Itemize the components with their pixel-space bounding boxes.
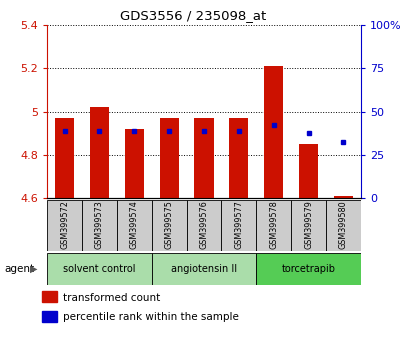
Bar <box>151 253 256 285</box>
Text: ▶: ▶ <box>30 264 37 274</box>
Text: GDS3556 / 235098_at: GDS3556 / 235098_at <box>119 9 265 22</box>
Bar <box>256 200 290 251</box>
Text: GSM399576: GSM399576 <box>199 200 208 249</box>
Bar <box>151 200 186 251</box>
Text: GSM399574: GSM399574 <box>130 200 138 249</box>
Bar <box>298 144 317 198</box>
Text: percentile rank within the sample: percentile rank within the sample <box>63 312 238 322</box>
Text: GSM399572: GSM399572 <box>60 200 69 249</box>
Bar <box>333 196 352 198</box>
Bar <box>55 118 74 198</box>
Bar <box>42 311 56 322</box>
Bar <box>194 118 213 198</box>
Text: GSM399575: GSM399575 <box>164 200 173 249</box>
Text: GSM399573: GSM399573 <box>95 200 103 249</box>
Text: GSM399578: GSM399578 <box>269 200 277 249</box>
Bar <box>221 200 256 251</box>
Bar <box>82 200 117 251</box>
Bar <box>159 118 178 198</box>
Bar <box>117 200 151 251</box>
Bar <box>47 200 82 251</box>
Bar <box>256 253 360 285</box>
Text: GSM399577: GSM399577 <box>234 200 243 249</box>
Bar <box>47 253 151 285</box>
Bar <box>263 66 283 198</box>
Text: GSM399580: GSM399580 <box>338 200 347 249</box>
Bar <box>325 200 360 251</box>
Bar <box>124 129 144 198</box>
Bar <box>290 200 325 251</box>
Text: agent: agent <box>4 264 34 274</box>
Bar <box>90 107 109 198</box>
Bar <box>42 291 56 302</box>
Text: GSM399579: GSM399579 <box>303 200 312 249</box>
Text: solvent control: solvent control <box>63 264 135 274</box>
Text: torcetrapib: torcetrapib <box>281 264 335 274</box>
Bar <box>186 200 221 251</box>
Bar <box>229 118 248 198</box>
Text: angiotensin II: angiotensin II <box>171 264 236 274</box>
Text: transformed count: transformed count <box>63 293 160 303</box>
